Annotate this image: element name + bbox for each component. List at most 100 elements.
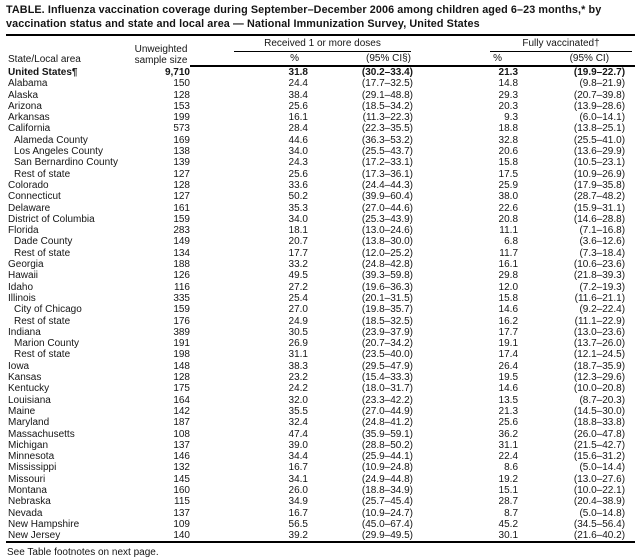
cell-fully-ci: (13.7–26.0) [573, 338, 626, 350]
cell-received-ci: (18.5–34.2) [361, 100, 414, 112]
cell-sample-size: 188 [173, 259, 190, 271]
cell-state-local-area: Rest of state [14, 349, 71, 361]
cell-fully-percent: 32.8 [498, 134, 519, 146]
cell-received-percent: 39.0 [288, 439, 308, 451]
cell-received-percent: 50.2 [288, 191, 308, 203]
table-row: Rest of state 134 17.7 (12.0–25.2) 11.7 (7.3–… [6, 248, 635, 259]
cell-received-ci: (18.5–32.5) [361, 315, 414, 327]
cell-state-local-area: United States¶ [8, 67, 78, 78]
cell-sample-size: 573 [173, 123, 190, 135]
sample-size-header-line1: Unweighted [134, 44, 188, 55]
cell-sample-size: 128 [173, 89, 190, 101]
cell-fully-percent: 20.6 [498, 146, 519, 158]
cell-fully-ci: (20.4–38.9) [573, 496, 626, 508]
cell-received-ci: (18.8–34.9) [361, 484, 414, 496]
cell-received-percent: 26.9 [288, 338, 308, 350]
cell-state-local-area: Marion County [14, 338, 80, 350]
cell-fully-ci: (13.0–27.6) [573, 473, 626, 485]
cell-received-percent: 47.4 [288, 428, 308, 440]
cell-sample-size: 116 [174, 281, 190, 293]
cell-state-local-area: New Jersey [8, 530, 61, 542]
cell-fully-ci: (11.1–22.9) [574, 315, 626, 327]
cell-sample-size: 140 [173, 530, 190, 542]
cell-fully-ci: (13.9–28.6) [573, 100, 626, 112]
table-row: New Jersey 140 39.2 (29.9–49.5) 30.1 (21.6–40… [6, 530, 635, 542]
cell-received-percent: 24.2 [288, 383, 308, 395]
cell-received-percent: 34.9 [288, 496, 308, 508]
cell-received-percent: 31.1 [288, 349, 308, 361]
cell-received-ci: (29.1–48.8) [361, 89, 414, 101]
cell-received-ci: (39.9–60.4) [361, 191, 414, 203]
cell-fully-percent: 13.5 [498, 394, 519, 406]
table-row: Idaho 116 27.2 (19.6–36.3) 12.0 (7.2–19.3) [6, 282, 635, 293]
cell-fully-percent: 11.7 [499, 247, 519, 259]
cell-fully-ci: (10.9–26.9) [573, 168, 626, 180]
cell-received-percent: 34.4 [288, 451, 308, 463]
cell-fully-ci: (14.6–28.8) [573, 213, 626, 225]
cell-fully-ci: (25.5–41.0) [573, 134, 626, 146]
cell-received-percent: 34.0 [288, 146, 308, 158]
cell-state-local-area: Indiana [8, 326, 41, 338]
cell-state-local-area: Rest of state [14, 247, 71, 259]
cell-fully-percent: 36.2 [498, 428, 519, 440]
cell-fully-ci: (11.6–21.1) [574, 292, 626, 304]
table-row: Maryland 187 32.4 (24.8–41.2) 25.6 (18.8–33.8… [6, 417, 635, 428]
cell-fully-percent: 30.1 [498, 530, 519, 542]
cell-fully-percent: 25.9 [498, 179, 519, 191]
cell-fully-percent: 12.0 [498, 281, 519, 293]
cell-fully-ci: (18.8–33.8) [573, 417, 626, 429]
cell-fully-ci: (5.0–14.4) [579, 462, 626, 474]
table-title: TABLE. Influenza vaccination coverage du… [6, 4, 602, 30]
cell-state-local-area: Hawaii [8, 270, 39, 282]
cell-received-ci: (24.8–41.2) [361, 417, 414, 429]
cell-received-percent: 18.1 [288, 225, 308, 237]
cell-received-percent: 35.3 [288, 202, 308, 214]
cell-state-local-area: Dade County [14, 236, 73, 248]
cell-state-local-area: Montana [8, 484, 47, 496]
cell-sample-size: 134 [173, 247, 190, 259]
cell-received-percent: 56.5 [288, 518, 308, 530]
cell-fully-percent: 45.2 [498, 518, 519, 530]
cell-fully-percent: 20.3 [498, 100, 519, 112]
cell-received-ci: (22.3–35.5) [361, 123, 414, 135]
subheader-ci-fully: (95% CI) [518, 52, 636, 67]
cell-received-ci: (25.5–43.7) [361, 146, 414, 158]
cell-received-percent: 32.0 [288, 394, 308, 406]
cell-fully-ci: (6.0–14.1) [579, 112, 626, 124]
cell-sample-size: 191 [173, 338, 190, 350]
cell-received-ci: (17.7–32.5) [361, 78, 414, 90]
cell-state-local-area: Alameda County [14, 134, 88, 146]
table-row: Maine 142 35.5 (27.0–44.9) 21.3 (14.5–30.0) [6, 406, 635, 417]
cell-fully-percent: 19.2 [498, 473, 519, 485]
cell-state-local-area: Arizona [8, 100, 42, 112]
cell-sample-size: 161 [173, 202, 190, 214]
cell-received-percent: 27.0 [288, 304, 308, 316]
cell-state-local-area: Massachusetts [8, 428, 75, 440]
sample-size-header-line2: sample size [134, 55, 188, 66]
cell-received-ci: (17.2–33.1) [361, 157, 414, 169]
cell-fully-percent: 20.8 [498, 213, 519, 225]
table-row: Rest of state 127 25.6 (17.3–36.1) 17.5 (10.9… [6, 169, 635, 180]
cell-fully-percent: 29.3 [498, 89, 519, 101]
cell-fully-percent: 14.8 [498, 78, 519, 90]
cell-received-percent: 39.2 [288, 530, 308, 542]
table-row: Marion County 191 26.9 (20.7–34.2) 19.1 (13.7… [6, 338, 635, 349]
cell-sample-size: 149 [173, 236, 190, 248]
table-row: Connecticut 127 50.2 (39.9–60.4) 38.0 (28.7–4… [6, 191, 635, 202]
cell-received-ci: (36.3–53.2) [361, 134, 414, 146]
cell-state-local-area: Louisiana [8, 394, 51, 406]
cell-sample-size: 142 [173, 405, 190, 417]
cell-fully-ci: (10.0–22.1) [573, 484, 626, 496]
group-header-fully-vaccinated-label: Fully vaccinated† [490, 38, 633, 52]
cell-state-local-area: Minnesota [8, 451, 55, 463]
cell-received-percent: 23.2 [288, 372, 308, 384]
cell-received-percent: 16.7 [288, 507, 308, 519]
cell-sample-size: 175 [173, 383, 190, 395]
cell-fully-percent: 6.8 [504, 236, 519, 248]
table-row: District of Columbia 159 34.0 (25.3–43.9) 20… [6, 214, 635, 225]
cell-received-percent: 30.5 [288, 326, 308, 338]
cell-received-ci: (30.2–33.4) [361, 67, 414, 78]
cell-sample-size: 138 [173, 146, 190, 158]
cell-received-ci: (27.0–44.6) [361, 202, 414, 214]
cell-fully-ci: (10.0–20.8) [573, 383, 626, 395]
